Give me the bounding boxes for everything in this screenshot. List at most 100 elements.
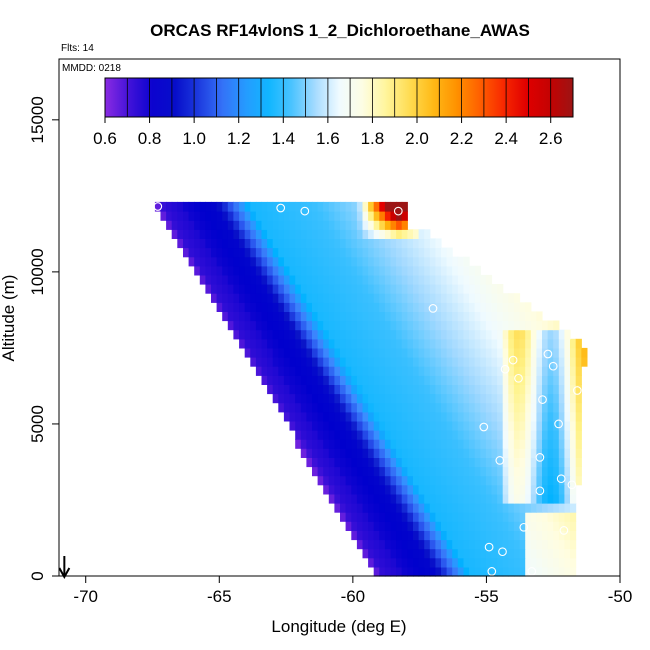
heatmap-cell [340, 411, 347, 422]
heatmap-cell [379, 256, 386, 267]
heatmap-cell [244, 274, 251, 285]
heatmap-cell [384, 566, 392, 577]
heatmap-cell [390, 256, 397, 267]
heatmap-cell [345, 357, 352, 367]
heatmap-cell [373, 311, 380, 322]
heatmap-cell [351, 302, 358, 312]
heatmap-cell [525, 347, 532, 358]
heatmap-cell [452, 439, 459, 449]
heatmap-cell [547, 402, 554, 413]
heatmap-cell [418, 493, 425, 504]
heatmap-cell [396, 375, 403, 385]
heatmap-cell [536, 466, 543, 477]
heatmap-cell [328, 238, 335, 249]
heatmap-cell [351, 347, 358, 358]
heatmap-cell [312, 320, 319, 331]
heatmap-cell [356, 320, 364, 331]
heatmap-cell [183, 229, 190, 239]
heatmap-cell [323, 393, 330, 404]
heatmap-cell [446, 448, 453, 458]
heatmap-cell [300, 274, 307, 285]
heatmap-cell [497, 503, 504, 513]
heatmap-cell [368, 503, 375, 513]
heatmap-cell [513, 311, 521, 322]
heatmap-cell [452, 420, 459, 431]
heatmap-cell [469, 484, 476, 495]
heatmap-cell [384, 357, 392, 367]
heatmap-cell [278, 402, 285, 413]
heatmap-cell [289, 357, 296, 367]
heatmap-cell [328, 320, 335, 331]
heatmap-cell [435, 274, 442, 285]
heatmap-cell [351, 329, 358, 340]
heatmap-cell [244, 302, 251, 312]
heatmap-cell [480, 448, 487, 458]
heatmap-cell [199, 229, 206, 239]
heatmap-cell [401, 411, 408, 422]
heatmap-cell [278, 238, 285, 249]
heatmap-cell [384, 229, 392, 239]
heatmap-cell [485, 402, 493, 413]
heatmap-cell [373, 493, 380, 504]
heatmap-cell [211, 284, 218, 294]
heatmap-cell [525, 311, 532, 322]
heatmap-cell [542, 402, 549, 413]
heatmap-cell [244, 201, 251, 212]
heatmap-cell [558, 402, 565, 413]
heatmap-cell [351, 530, 358, 541]
heatmap-cell [340, 265, 347, 276]
heatmap-cell [351, 466, 358, 477]
heatmap-cell [351, 393, 358, 404]
heatmap-cell [222, 274, 229, 285]
heatmap-cell [525, 302, 532, 312]
heatmap-cell [250, 211, 257, 221]
heatmap-cell [530, 475, 537, 486]
heatmap-cell [356, 512, 364, 522]
heatmap-cell [452, 329, 459, 340]
heatmap-cell [424, 430, 431, 440]
heatmap-cell [435, 484, 442, 495]
heatmap-cell [295, 302, 302, 312]
heatmap-cell [513, 466, 521, 477]
heatmap-cell [508, 357, 515, 367]
heatmap-cell [575, 475, 582, 486]
heatmap-cell [469, 566, 476, 577]
heatmap-cell [508, 566, 515, 577]
heatmap-cell [351, 512, 358, 522]
heatmap-cell [323, 384, 330, 395]
heatmap-cell [553, 548, 560, 559]
heatmap-cell [530, 311, 537, 322]
heatmap-cell [418, 311, 425, 322]
heatmap-cell [457, 384, 464, 395]
heatmap-cell [222, 302, 229, 312]
heatmap-cell [328, 256, 335, 267]
heatmap-cell [558, 393, 565, 404]
heatmap-cell [446, 265, 453, 276]
sample-point [548, 361, 558, 371]
heatmap-cell [575, 347, 582, 358]
heatmap-cell [429, 448, 436, 458]
heatmap-cell [491, 503, 498, 513]
heatmap-cell [227, 211, 234, 221]
heatmap-cell [570, 484, 577, 495]
heatmap-cell [469, 284, 476, 294]
heatmap-cell [463, 265, 470, 276]
heatmap-cell [362, 503, 369, 513]
heatmap-cell [497, 566, 504, 577]
heatmap-cell [362, 229, 369, 239]
heatmap-cell [463, 530, 470, 541]
heatmap-cell [485, 493, 493, 504]
heatmap-cell [407, 521, 414, 531]
heatmap-cell [418, 503, 425, 513]
heatmap-cell [356, 475, 364, 486]
heatmap-cell [289, 220, 296, 230]
heatmap-cell [328, 430, 335, 440]
heatmap-cell [435, 521, 442, 531]
heatmap-cell [289, 302, 296, 312]
heatmap-cell [418, 457, 425, 468]
heatmap-cell [558, 493, 565, 504]
heatmap-cell [306, 302, 313, 312]
heatmap-cell [390, 274, 397, 285]
heatmap-cell [345, 448, 352, 458]
heatmap-cell [278, 274, 285, 285]
